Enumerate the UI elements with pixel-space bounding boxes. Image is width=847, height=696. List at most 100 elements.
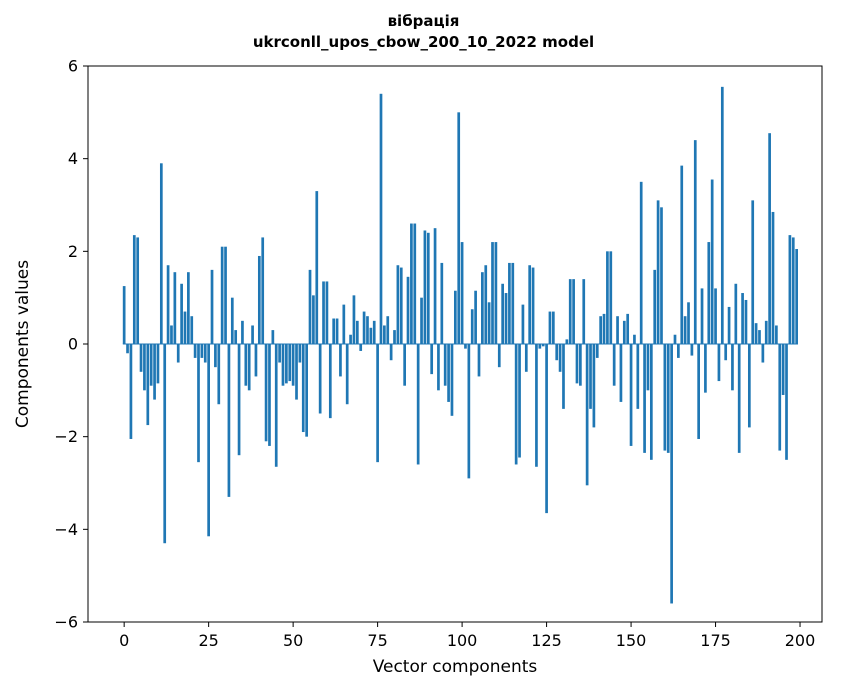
bar xyxy=(484,265,488,344)
bar xyxy=(126,344,129,354)
bar xyxy=(389,344,393,361)
bar xyxy=(474,290,477,344)
bar xyxy=(170,325,173,344)
bar xyxy=(693,140,697,344)
bar xyxy=(268,344,271,446)
x-tick-label: 50 xyxy=(283,631,303,650)
bar xyxy=(768,133,771,344)
bar xyxy=(383,325,386,344)
bar xyxy=(156,344,160,384)
bar xyxy=(247,344,251,391)
bar xyxy=(322,281,325,344)
bar xyxy=(159,163,163,344)
bar xyxy=(717,344,721,382)
bar xyxy=(146,344,150,426)
bar xyxy=(176,344,180,363)
bar xyxy=(423,230,427,344)
bar xyxy=(234,330,238,344)
y-tick-label: 4 xyxy=(68,149,78,168)
bar xyxy=(747,344,751,428)
bar xyxy=(410,223,413,344)
bar xyxy=(497,344,501,368)
bar xyxy=(460,242,464,344)
bar xyxy=(301,344,305,433)
bar xyxy=(180,283,183,344)
bar xyxy=(285,344,288,384)
bar xyxy=(203,344,207,363)
bar xyxy=(339,344,342,377)
bar xyxy=(207,344,210,537)
bar xyxy=(437,344,440,391)
bar xyxy=(278,344,281,363)
bar xyxy=(541,344,545,347)
bar xyxy=(376,344,379,463)
bar xyxy=(521,304,525,344)
bar xyxy=(288,344,292,382)
bar xyxy=(545,344,548,514)
bar xyxy=(453,290,457,344)
bar xyxy=(707,242,711,344)
bar xyxy=(548,311,552,344)
bar xyxy=(345,344,349,405)
bar xyxy=(565,339,569,344)
bar xyxy=(494,242,498,344)
bar xyxy=(781,344,785,395)
bar xyxy=(795,249,798,344)
bar xyxy=(501,283,504,344)
x-tick-label: 125 xyxy=(531,631,562,650)
bar xyxy=(535,344,538,467)
bar xyxy=(254,344,258,377)
bar xyxy=(636,344,640,409)
bar xyxy=(136,237,140,344)
bar xyxy=(785,344,788,460)
bar xyxy=(670,344,673,604)
bar xyxy=(369,327,373,344)
bar xyxy=(646,344,650,391)
bar xyxy=(386,316,390,344)
bar xyxy=(751,200,755,344)
bar xyxy=(582,279,586,344)
bar xyxy=(754,323,758,344)
bar xyxy=(487,302,491,344)
y-tick-label: −6 xyxy=(54,613,78,632)
bar xyxy=(673,334,677,344)
bar xyxy=(315,191,319,344)
bar xyxy=(622,320,626,344)
zero-baseline xyxy=(122,343,799,345)
bar xyxy=(666,344,670,453)
bar xyxy=(700,288,704,344)
bar xyxy=(355,320,359,344)
bar xyxy=(230,297,234,344)
bar xyxy=(626,313,630,344)
bar xyxy=(731,344,734,391)
bar xyxy=(734,283,738,344)
bar xyxy=(379,93,383,344)
bar xyxy=(173,272,177,344)
bar xyxy=(619,344,623,402)
bar xyxy=(457,112,461,344)
bar xyxy=(758,330,761,344)
bar xyxy=(271,330,275,344)
bar xyxy=(349,334,352,344)
y-tick-label: −4 xyxy=(54,520,78,539)
bar xyxy=(430,344,434,375)
bar xyxy=(663,344,667,451)
chart-subtitle: ukrconll_upos_cbow_200_10_2022 model xyxy=(252,33,595,51)
bar xyxy=(704,344,707,393)
y-tick-label: −2 xyxy=(54,427,78,446)
bar xyxy=(139,344,143,372)
bar xyxy=(416,344,420,465)
bar xyxy=(166,265,170,344)
bar xyxy=(609,251,613,344)
bar xyxy=(217,344,221,405)
bar xyxy=(298,344,302,363)
bar xyxy=(305,344,308,437)
bar xyxy=(504,293,508,344)
bar xyxy=(653,269,657,344)
bar xyxy=(214,344,217,368)
bar xyxy=(281,344,285,386)
bar xyxy=(528,265,532,344)
bar xyxy=(568,279,572,344)
bar xyxy=(599,316,602,344)
